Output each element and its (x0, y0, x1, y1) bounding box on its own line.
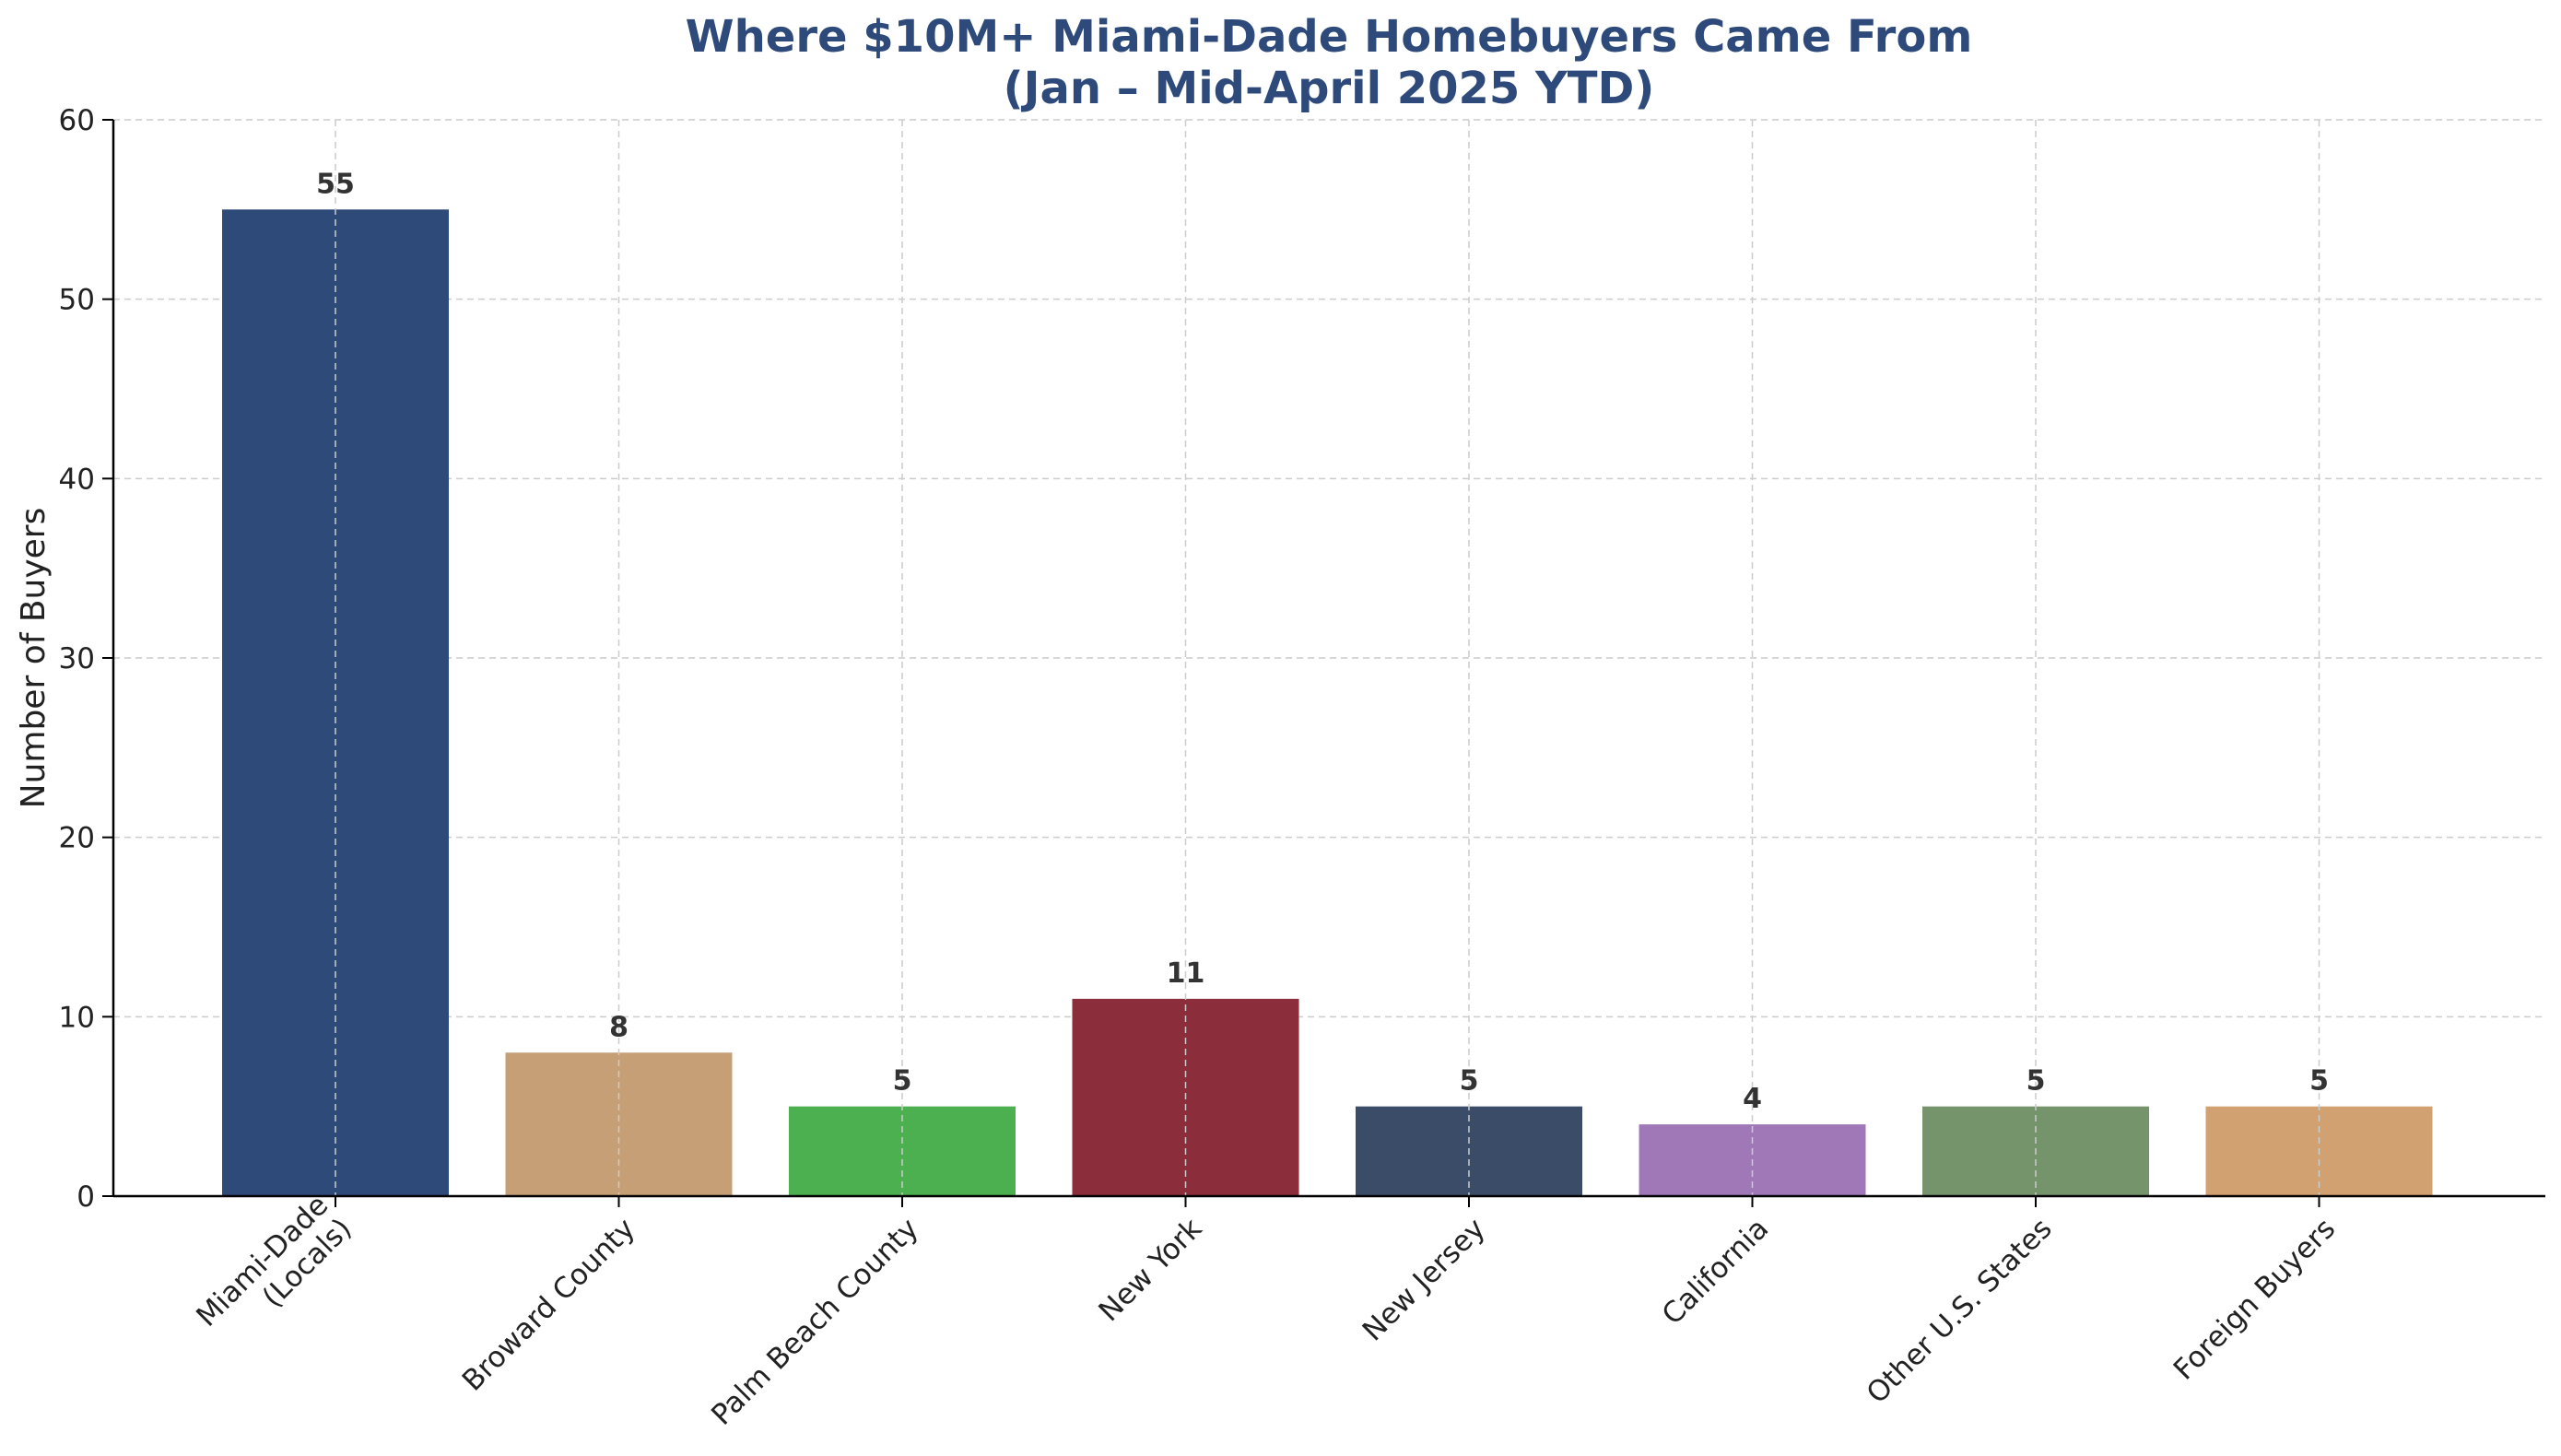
y-axis-label: Number of Buyers (15, 508, 53, 809)
x-tick-label: Foreign Buyers (2167, 1212, 2342, 1386)
x-tick-label: Broward County (456, 1212, 641, 1397)
y-ticks: 0 10 20 30 40 50 60 (59, 104, 113, 1214)
x-ticks: Miami-Dade(Locals) Broward County Palm Bea… (190, 1189, 2342, 1432)
data-label: 11 (1167, 957, 1205, 990)
x-tick-label: California (1656, 1212, 1776, 1332)
x-tick-label: New York (1092, 1212, 1208, 1328)
y-tick-label: 0 (76, 1180, 95, 1214)
x-tick-label: New Jersey (1357, 1212, 1492, 1347)
y-tick-label: 10 (59, 1001, 95, 1034)
x-tick-label: Other U.S. States (1861, 1212, 2059, 1410)
bars (222, 209, 2433, 1196)
x-tick-label-line: New York (1092, 1212, 1208, 1328)
y-tick-label: 40 (59, 463, 95, 496)
chart-title-line-1: Where $10M+ Miami-Dade Homebuyers Came F… (686, 11, 1973, 63)
y-tick-label: 60 (59, 104, 95, 137)
x-tick-label-line: New Jersey (1357, 1212, 1492, 1347)
x-tick-label-line: Other U.S. States (1861, 1212, 2059, 1410)
data-label: 55 (316, 168, 355, 200)
grid (113, 119, 2545, 1018)
data-label: 5 (1460, 1065, 1479, 1098)
data-label: 5 (2026, 1065, 2046, 1098)
x-tick-label-line: Foreign Buyers (2167, 1212, 2342, 1386)
data-label: 4 (1743, 1083, 1762, 1115)
x-tick-label: Palm Beach County (705, 1212, 924, 1431)
data-label: 5 (893, 1065, 912, 1098)
x-tick-label: Miami-Dade(Locals) (190, 1189, 358, 1333)
x-tick-label-line: Broward County (456, 1212, 641, 1397)
x-tick-label-line: California (1656, 1212, 1776, 1332)
y-tick-label: 30 (59, 642, 95, 675)
axes (112, 120, 2545, 1198)
chart-title-line-2: (Jan – Mid-April 2025 YTD) (1004, 63, 1655, 114)
data-label: 8 (609, 1011, 629, 1043)
vertical-grid (335, 120, 2320, 1196)
data-label: 5 (2309, 1065, 2329, 1098)
x-tick-label-line: Palm Beach County (705, 1212, 924, 1431)
y-tick-label: 20 (59, 822, 95, 855)
y-tick-label: 50 (59, 284, 95, 317)
